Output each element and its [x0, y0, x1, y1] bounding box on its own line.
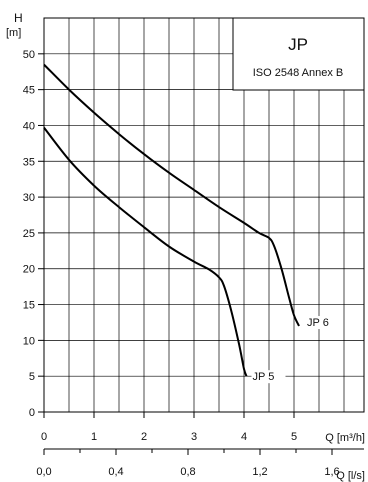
- series-group: JP 6 JP 5: [43, 63, 340, 384]
- x-tick-label: 5: [291, 431, 297, 443]
- y-axis-label: H: [14, 11, 23, 25]
- series-line-jp-5: [43, 126, 248, 377]
- y-tick-label: 30: [23, 192, 35, 204]
- y-tick-label: 45: [23, 85, 35, 97]
- y-tick-label: 25: [23, 228, 35, 240]
- series-label-bg: [306, 316, 340, 330]
- x-tick-label: 1: [91, 431, 97, 443]
- x-tick-label: 3: [191, 431, 197, 443]
- y-tick-label: 15: [23, 300, 35, 312]
- y-tick-label: 35: [23, 156, 35, 168]
- y-tick-label: 10: [23, 335, 35, 347]
- x-axis-label: Q [m³/h]: [325, 432, 365, 444]
- series-label-bg: [251, 370, 286, 384]
- x2-axis-label: Q [l/s]: [336, 470, 365, 482]
- x2-tick-label: 0,8: [180, 466, 195, 478]
- y-axis-unit: [m]: [6, 27, 21, 39]
- secondary-x-axis: 0,0 0,4 0,8 1,2 1,6: [36, 448, 364, 478]
- series-line-jp-6: [43, 63, 300, 327]
- x2-tick-label: 1,2: [252, 466, 267, 478]
- chart-subtitle: ISO 2548 Annex B: [253, 67, 344, 79]
- y-tick-labels: 0 5 10 15 20 25 30 35 40 45 50: [23, 49, 44, 419]
- series-label: JP 5: [253, 371, 275, 383]
- x-tick-labels: 0 1 2 3 4 5: [41, 412, 297, 443]
- y-tick-label: 20: [23, 264, 35, 276]
- y-tick-label: 40: [23, 120, 35, 132]
- x2-tick-label: 1,6: [324, 466, 339, 478]
- x2-tick-label: 0,4: [108, 466, 123, 478]
- x-tick-label: 4: [241, 431, 247, 443]
- y-tick-label: 0: [29, 407, 35, 419]
- x-tick-label: 0: [41, 431, 47, 443]
- x-tick-label: 2: [141, 431, 147, 443]
- plot-frame: [43, 17, 365, 413]
- chart-title: JP: [288, 35, 308, 54]
- title-box: [232, 17, 365, 91]
- grid: [44, 18, 364, 413]
- series-label: JP 6: [307, 317, 329, 329]
- y-tick-label: 5: [29, 371, 35, 383]
- x2-tick-label: 0,0: [36, 466, 51, 478]
- y-tick-label: 50: [23, 49, 35, 61]
